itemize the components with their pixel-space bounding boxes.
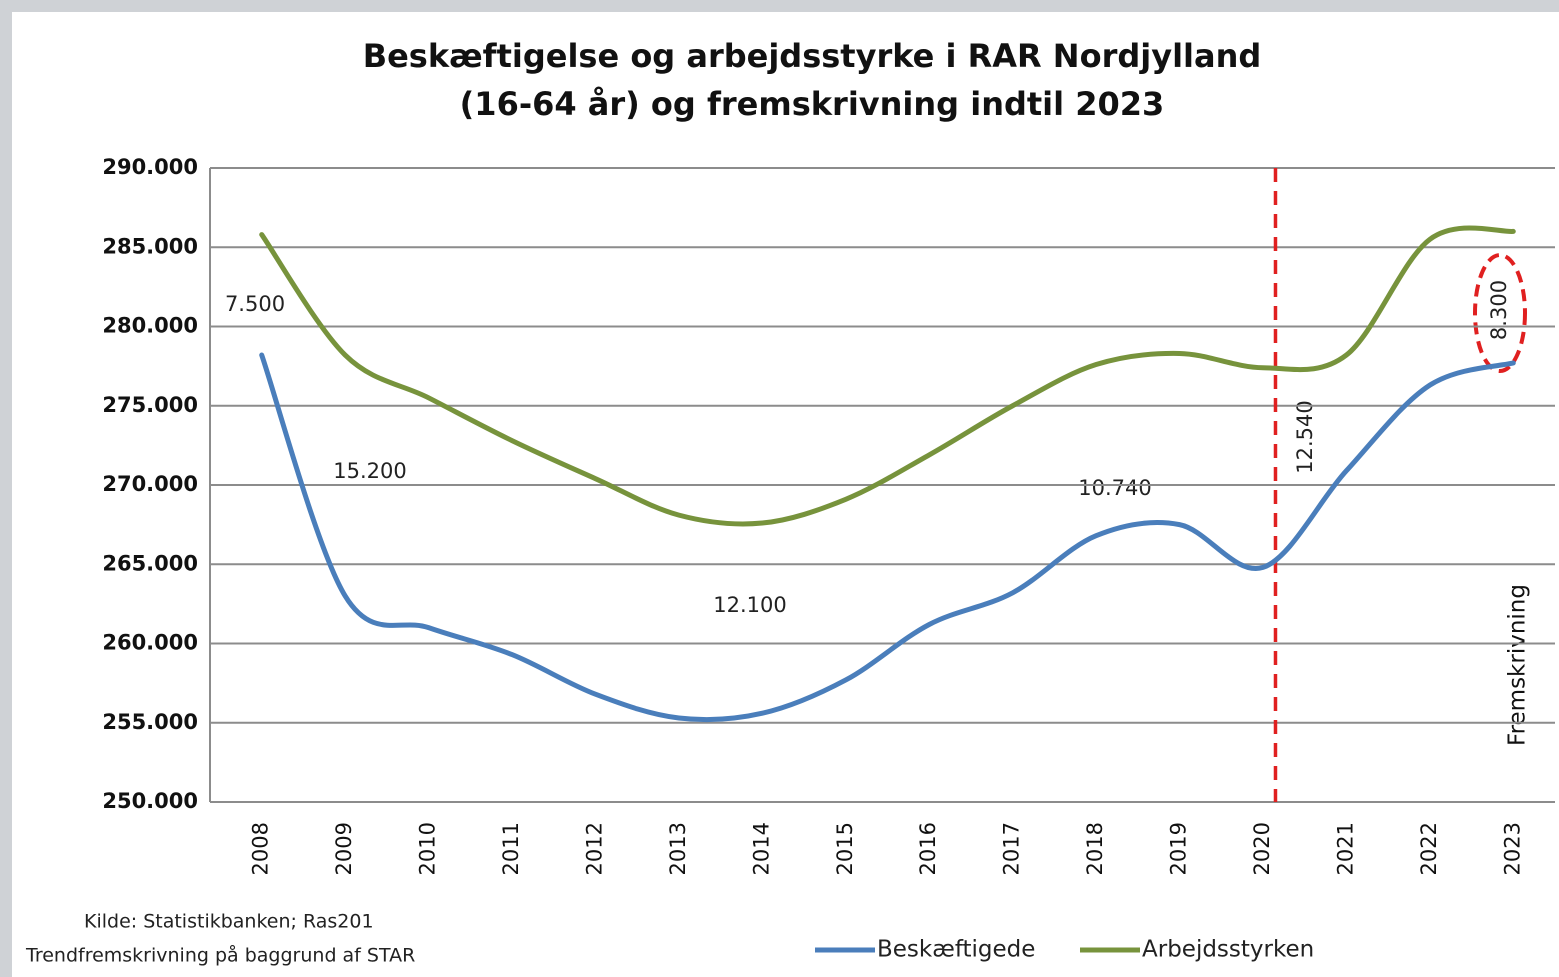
- chart-background: [12, 12, 1559, 977]
- y-tick-label: 260.000: [102, 631, 198, 655]
- y-tick-label: 265.000: [102, 551, 198, 575]
- y-tick-label: 270.000: [102, 472, 198, 496]
- chart-title: Beskæftigelse og arbejdsstyrke i RAR Nor…: [363, 37, 1262, 75]
- x-tick-label: 2018: [1083, 822, 1107, 875]
- x-tick-label: 2010: [416, 822, 440, 875]
- y-tick-label: 250.000: [102, 789, 198, 813]
- y-tick-label: 255.000: [102, 710, 198, 734]
- y-tick-label: 285.000: [102, 234, 198, 258]
- series-line: [259, 225, 1516, 527]
- x-tick-label: 2009: [332, 822, 356, 875]
- x-tick-label: 2008: [249, 822, 273, 875]
- x-tick-label: 2019: [1167, 822, 1191, 875]
- annotation: 7.500: [225, 292, 285, 316]
- annotation: 8.300: [1487, 280, 1511, 340]
- x-tick-label: 2021: [1333, 822, 1357, 875]
- annotation: 12.100: [713, 593, 786, 617]
- highlight-ellipse: [1473, 253, 1527, 373]
- annotation: 12.540: [1293, 400, 1317, 473]
- annotation: 10.740: [1078, 476, 1151, 500]
- y-tick-label: 290.000: [102, 155, 198, 179]
- source-note: Trendfremskrivning på baggrund af STAR: [25, 944, 415, 967]
- y-tick-label: 280.000: [102, 314, 198, 338]
- x-tick-label: 2012: [582, 822, 606, 875]
- x-tick-label: 2015: [833, 822, 857, 875]
- legend-label: Arbejdsstyrken: [1142, 937, 1314, 963]
- x-tick-label: 2013: [666, 822, 690, 875]
- annotation: 15.200: [333, 459, 406, 483]
- annotation: Fremskrivning: [1505, 584, 1531, 746]
- y-tick-label: 275.000: [102, 393, 198, 417]
- series-line: [259, 352, 1516, 723]
- x-tick-label: 2022: [1417, 822, 1441, 875]
- x-tick-label: 2020: [1250, 822, 1274, 875]
- x-tick-label: 2023: [1500, 822, 1524, 875]
- legend-label: Beskæftigede: [877, 937, 1035, 963]
- x-tick-label: 2011: [499, 822, 523, 875]
- x-tick-label: 2014: [749, 822, 773, 875]
- x-tick-label: 2016: [916, 822, 940, 875]
- source-note: Kilde: Statistikbanken; Ras201: [84, 911, 374, 933]
- x-tick-label: 2017: [1000, 822, 1024, 875]
- chart-title: (16-64 år) og fremskrivning indtil 2023: [460, 85, 1165, 123]
